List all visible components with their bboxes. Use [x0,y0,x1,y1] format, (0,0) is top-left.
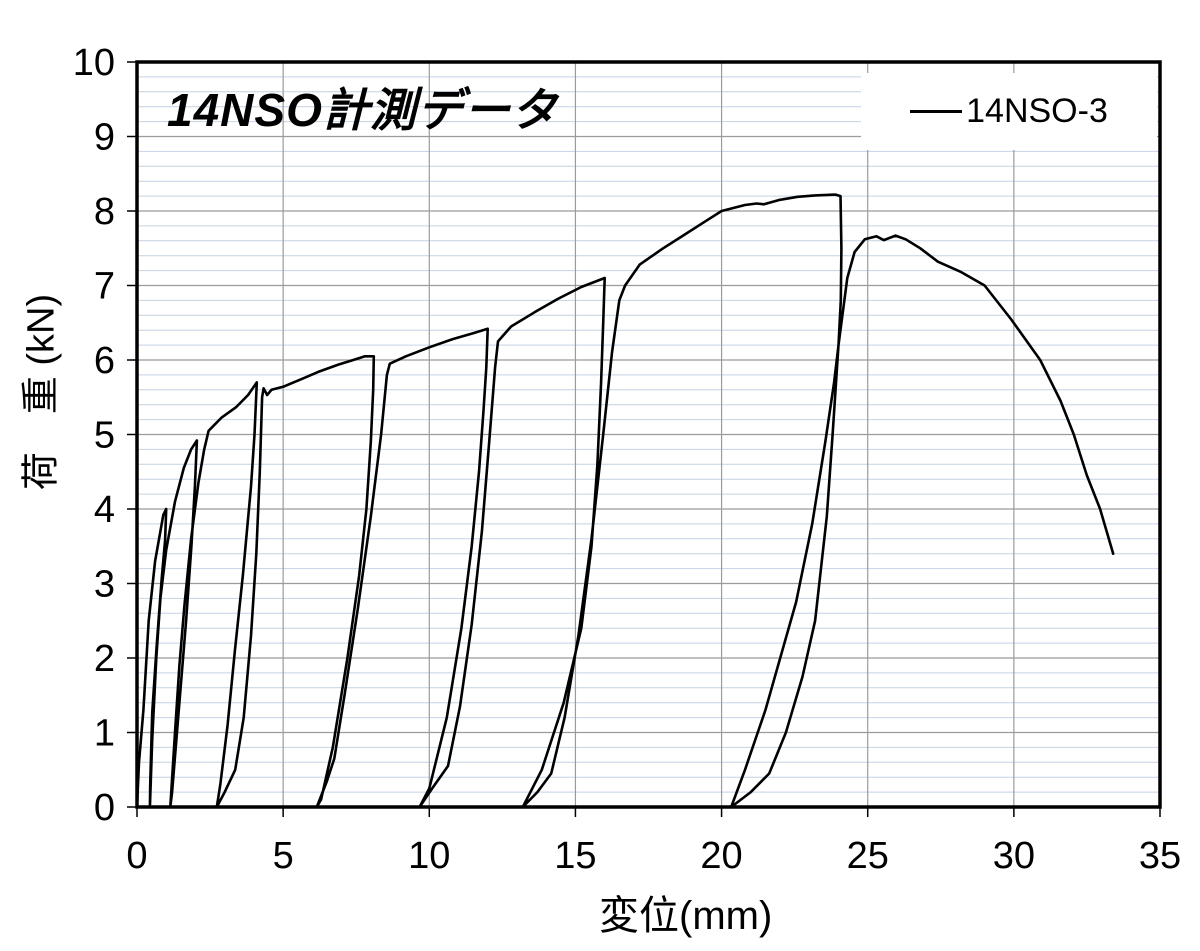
y-tick-label: 3 [94,564,115,606]
x-axis-title: 変位(mm) [599,894,773,938]
y-tick-label: 1 [94,713,115,755]
chart-title: 14NSO計測データ [167,84,558,136]
y-tick-label: 4 [94,489,115,531]
y-tick-label: 2 [94,638,115,680]
series-curve [135,193,1115,809]
legend: 14NSO-3 [861,73,1157,150]
x-tick-label: 30 [993,835,1035,877]
x-tick-label: 0 [126,835,147,877]
y-tick-label: 7 [94,266,115,308]
y-tick-label: 5 [94,415,115,457]
x-tick-label: 5 [273,835,294,877]
y-tick-label: 10 [73,42,115,84]
x-tick-label: 25 [847,835,889,877]
legend-line-sample [910,110,963,113]
y-tick-label: 0 [94,787,115,829]
legend-series-label: 14NSO-3 [966,92,1108,130]
y-tick-label: 9 [94,117,115,159]
x-tick-label: 15 [554,835,596,877]
x-tick-label: 20 [700,835,742,877]
y-tick-label: 8 [94,191,115,233]
plot-border [135,60,1162,809]
y-tick-label: 6 [94,340,115,382]
y-axis-title: 荷 重 (kN) [20,293,63,491]
x-tick-label: 10 [408,835,450,877]
x-tick-label: 35 [1139,835,1181,877]
